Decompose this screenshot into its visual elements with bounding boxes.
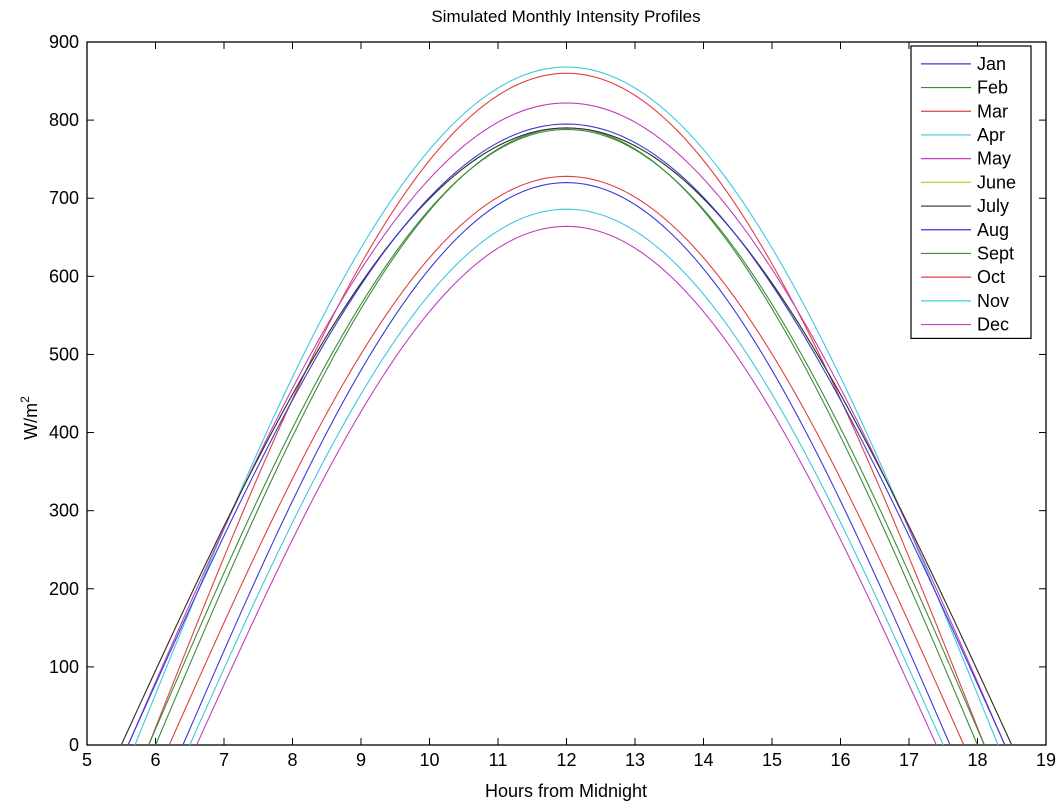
x-tick-label: 11 [489,750,508,770]
x-tick-label: 19 [1036,750,1056,770]
series-line-dec [196,225,937,746]
x-tick-label: 13 [625,750,645,770]
series-line-aug [127,123,1006,746]
legend-frame [910,45,1032,339]
legend-label: Jan [977,54,1006,74]
series-line-sept [148,128,985,746]
plot-area: 5 6 7 8 9 10 11 12 13 14 15 16 17 18 19 0 100 200 300 400 50… [49,32,1056,770]
y-tick-label: 0 [69,735,79,755]
legend-label: Dec [977,315,1009,335]
y-tick-label: 500 [49,344,79,364]
legend-label: July [977,196,1009,216]
legend-label: Nov [977,291,1009,311]
x-tick-label: 6 [150,750,160,770]
x-tick-label: 15 [762,750,782,770]
legend: Jan Feb Mar Apr May June July Aug Sept Oct Nov Dec [910,45,1032,339]
x-axis-label: Hours from Midnight [485,781,647,801]
x-tick-label: 8 [287,750,297,770]
y-tick-label: 400 [49,423,79,443]
y-tick-label: 900 [49,32,79,52]
series-line-june [120,127,1013,746]
y-axis-label: W/m2 [18,396,41,440]
legend-label: Feb [977,78,1008,98]
legend-label: Mar [977,101,1008,121]
series-line-jan [182,182,951,746]
y-tick-label: 700 [49,188,79,208]
x-tick-label: 7 [219,750,229,770]
x-tick-label: 16 [830,750,850,770]
legend-label: Sept [977,243,1014,263]
series-line-may [127,102,1006,746]
legend-label: Aug [977,220,1009,240]
legend-label: May [977,149,1011,169]
legend-label: June [977,172,1016,192]
series-line-apr [134,66,999,746]
x-tick-label: 10 [419,750,439,770]
y-axis-label-superscript: 2 [18,396,32,403]
legend-label: Oct [977,267,1005,287]
y-tick-label: 200 [49,579,79,599]
y-tick-label: 800 [49,110,79,130]
y-tick-label: 600 [49,266,79,286]
series-line-feb [154,127,979,746]
series-line-oct [168,175,965,746]
series-line-nov [189,208,944,746]
x-tick-label: 5 [82,750,92,770]
chart-title: Simulated Monthly Intensity Profiles [431,7,700,26]
series-line-july [120,127,1013,746]
series-line-mar [148,72,985,746]
x-tick-label: 18 [967,750,987,770]
y-axis-label-text: W/m [21,403,41,440]
y-tick-label: 300 [49,501,79,521]
x-tick-label: 9 [356,750,366,770]
x-tick-label: 14 [693,750,713,770]
x-tick-label: 12 [556,750,576,770]
axes-frame [86,41,1047,746]
x-tick-label: 17 [899,750,919,770]
y-tick-label: 100 [49,657,79,677]
legend-label: Apr [977,125,1005,145]
